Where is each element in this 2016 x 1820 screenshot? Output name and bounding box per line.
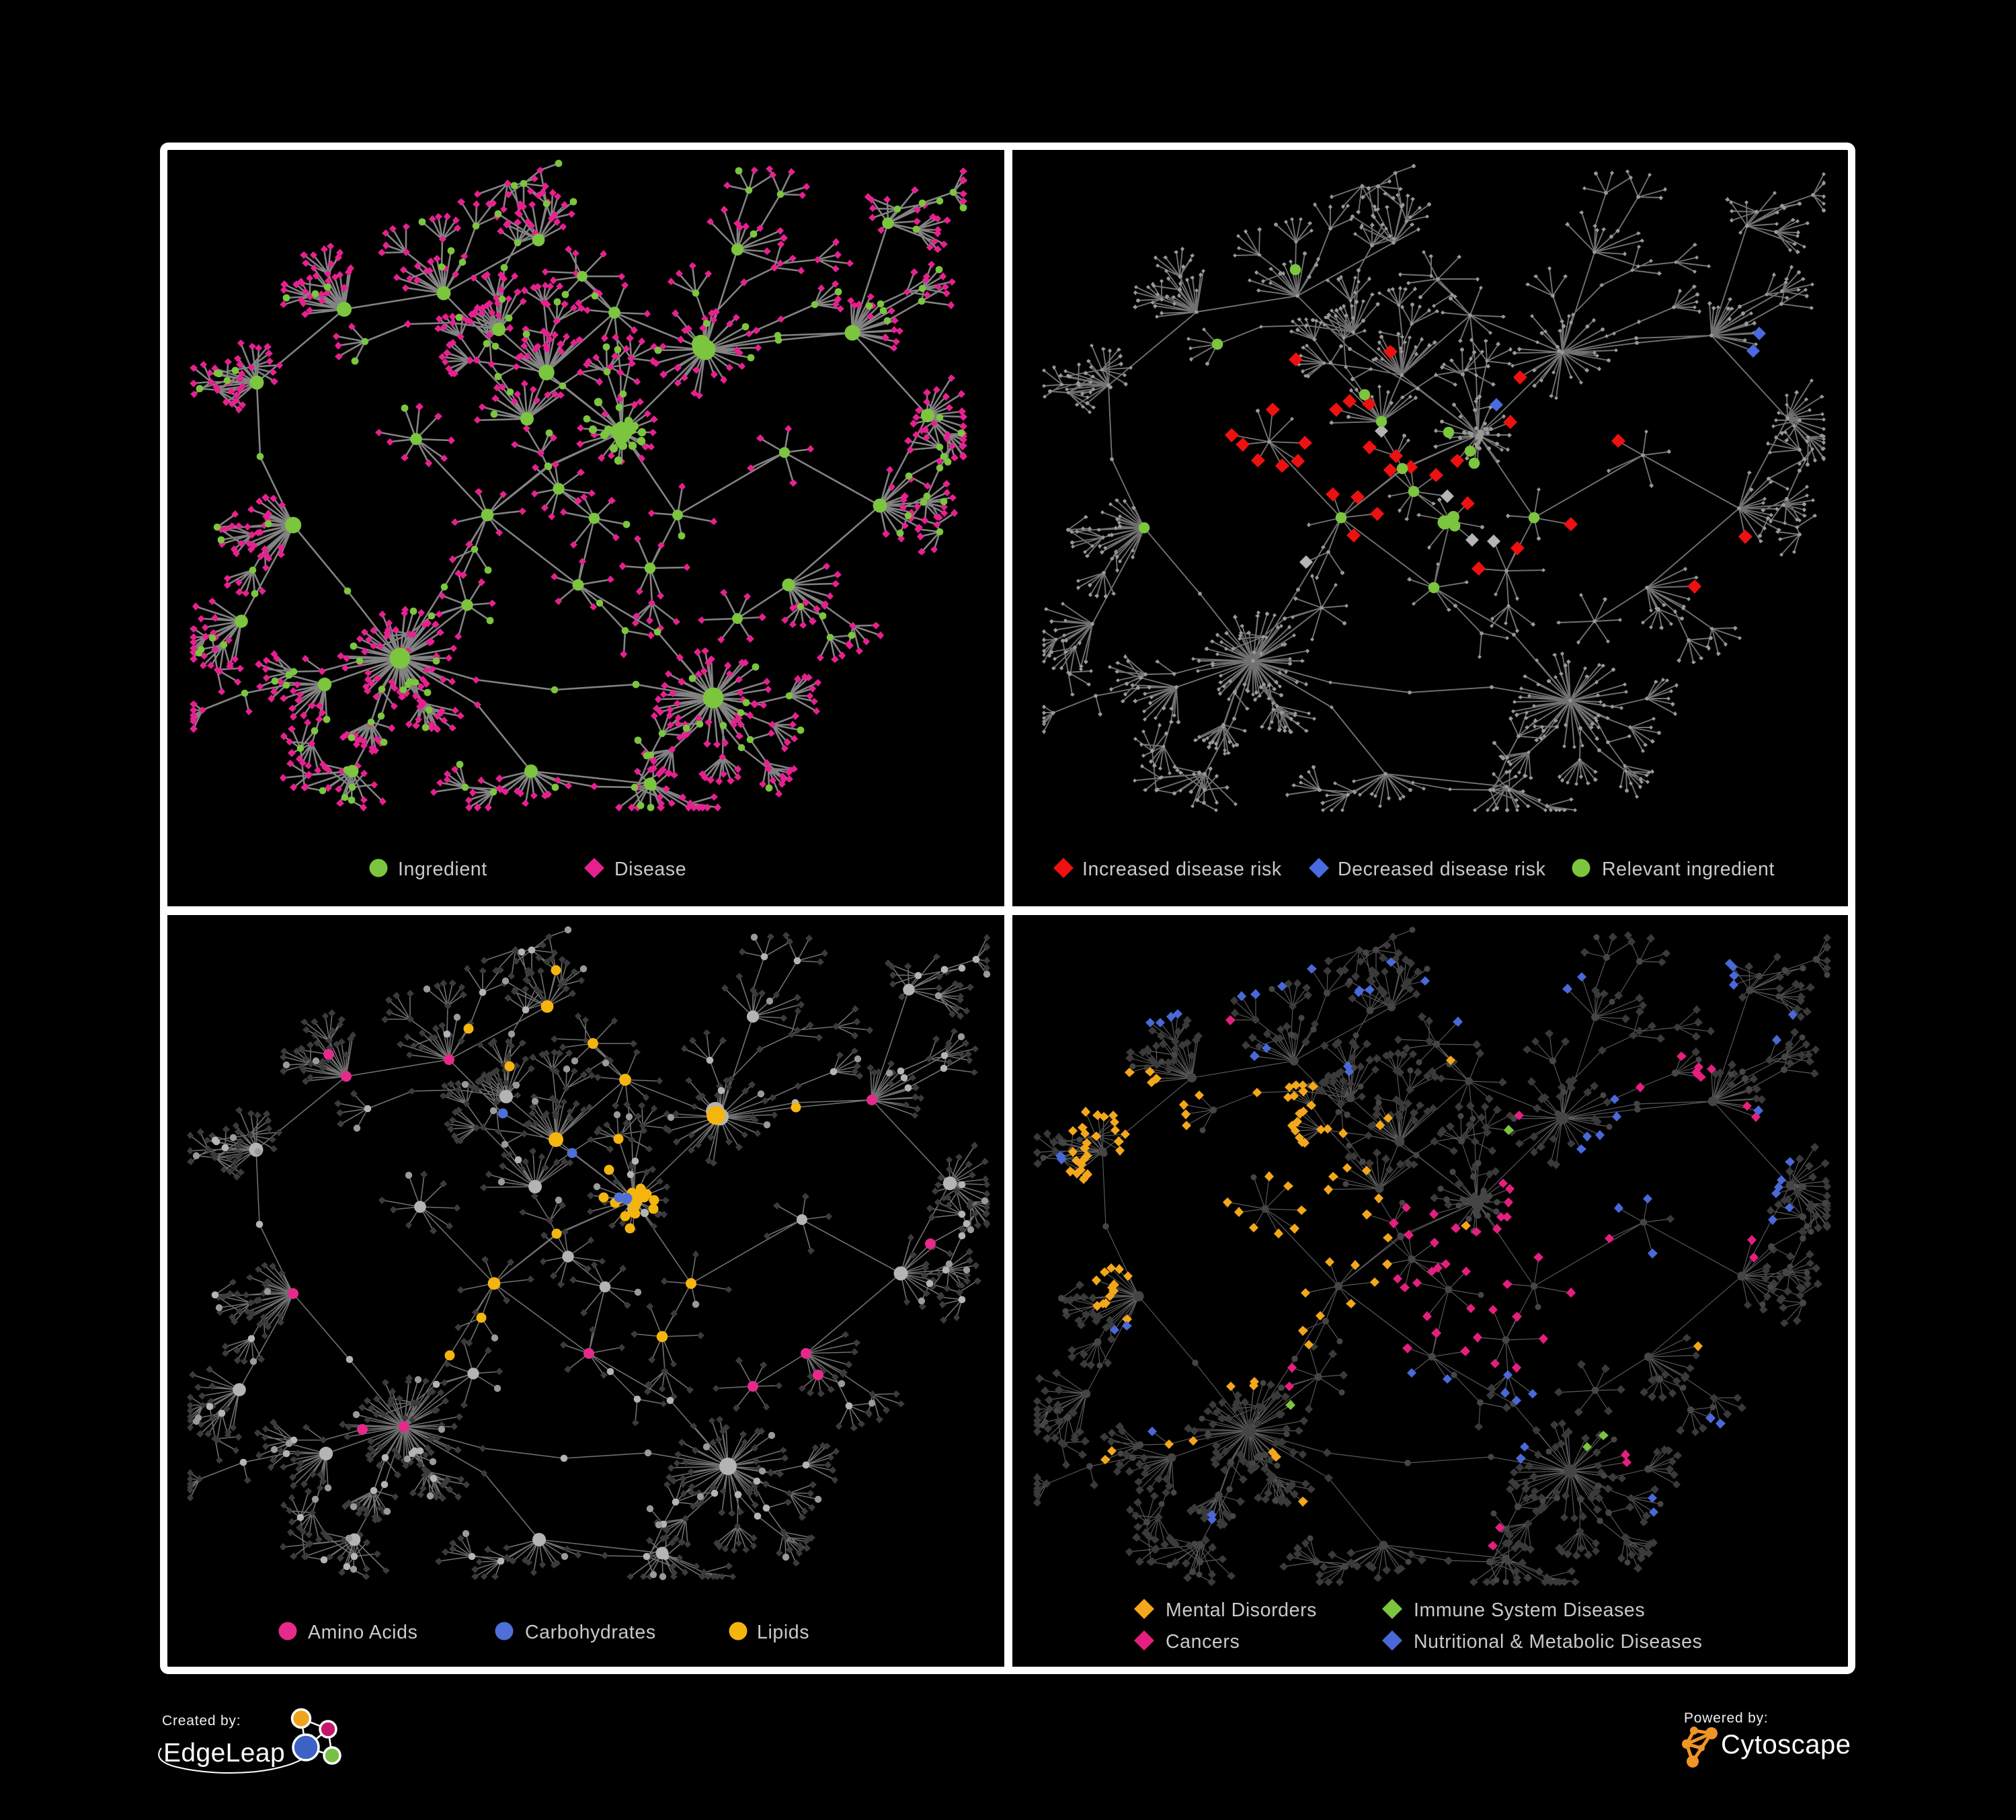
svg-text:Lipids: Lipids	[757, 1622, 809, 1643]
svg-text:Immune System Diseases: Immune System Diseases	[1414, 1599, 1645, 1621]
svg-text:Ingredient: Ingredient	[398, 859, 487, 880]
svg-text:Carbohydrates: Carbohydrates	[525, 1622, 656, 1643]
svg-text:Decreased disease risk: Decreased disease risk	[1338, 859, 1546, 880]
svg-text:Disease: Disease	[614, 859, 686, 880]
svg-text:Mental Disorders: Mental Disorders	[1166, 1599, 1317, 1621]
svg-text:Relevant ingredient: Relevant ingredient	[1602, 859, 1775, 880]
svg-text:Powered by:: Powered by:	[1684, 1710, 1769, 1726]
svg-text:Increased disease risk: Increased disease risk	[1082, 859, 1282, 880]
svg-text:Cytoscape: Cytoscape	[1721, 1730, 1851, 1759]
svg-text:Cancers: Cancers	[1166, 1631, 1240, 1653]
svg-text:Nutritional & Metabolic Diseas: Nutritional & Metabolic Diseases	[1414, 1631, 1702, 1653]
svg-text:Created by:: Created by:	[162, 1713, 241, 1729]
svg-text:EdgeLeap: EdgeLeap	[163, 1739, 285, 1768]
svg-text:Amino Acids: Amino Acids	[308, 1622, 417, 1643]
